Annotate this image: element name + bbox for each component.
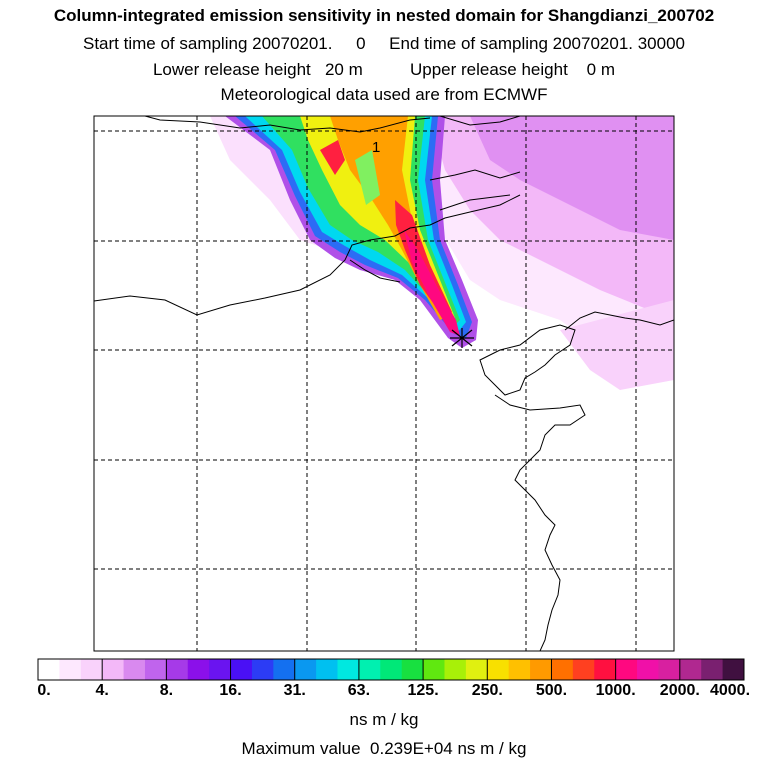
- plume-cyan-streak: [355, 150, 380, 205]
- colorbar-cell: [401, 659, 424, 680]
- colorbar-cell: [102, 659, 125, 680]
- release-height-line: Lower release height 20 m Upper release …: [152, 60, 616, 79]
- colorbar-cell: [230, 659, 253, 680]
- colorbar-cell: [294, 659, 317, 680]
- colorbar-cell: [594, 659, 617, 680]
- colorbar-cell: [59, 659, 82, 680]
- maximum-value-text: Maximum value 0.239E+04 ns m / kg: [241, 739, 527, 758]
- plume-red-spot: [320, 140, 345, 175]
- colorbar-tick-label: 4000.: [709, 682, 751, 699]
- colorbar-cell: [38, 659, 60, 680]
- colorbar-cell: [166, 659, 189, 680]
- receptor-cross-icon: [450, 328, 474, 348]
- sampling-time-line: Start time of sampling 20070201. 0 End t…: [83, 34, 685, 53]
- colorbar-cell: [658, 659, 681, 680]
- colorbar-cell: [487, 659, 510, 680]
- colorbar-cell: [144, 659, 167, 680]
- colorbar-tick-label: 63.: [347, 682, 371, 699]
- colorbar-cell: [722, 659, 745, 680]
- colorbar-tick-label: 16.: [219, 682, 242, 699]
- colorbar-cell: [337, 659, 360, 680]
- colorbar-tick-label: 1000.: [595, 682, 636, 699]
- plot-title: Column-integrated emission sensitivity i…: [53, 6, 715, 25]
- colorbar-cell: [251, 659, 274, 680]
- met-data-line: Meteorological data used are from ECMWF: [220, 85, 548, 104]
- colorbar-cell: [508, 659, 531, 680]
- colorbar-cell: [572, 659, 595, 680]
- colorbar-cell: [358, 659, 381, 680]
- sensitivity-field-mid: [470, 116, 674, 240]
- colorbar-tick-label: 500.: [535, 682, 568, 699]
- colorbar-cell: [679, 659, 702, 680]
- colorbar-cell: [530, 659, 552, 680]
- colorbar-cell: [273, 659, 296, 680]
- colorbar-cell: [701, 659, 724, 680]
- contour-label: 1: [372, 139, 380, 156]
- lat-lon-grid: [94, 116, 674, 651]
- colorbar-cell: [80, 659, 103, 680]
- colorbar-cell: [465, 659, 488, 680]
- colorbar-cell: [123, 659, 146, 680]
- colorbar-tick-label: 250.: [471, 682, 503, 699]
- colorbar-tick-label: 4.: [95, 682, 109, 699]
- colorbar-cell: [637, 659, 659, 680]
- sensitivity-field-pink-band: [560, 300, 674, 390]
- map-frame: [93, 115, 675, 652]
- colorbar-cell: [380, 659, 403, 680]
- colorbar-cell: [209, 659, 232, 680]
- colorbar-cell: [316, 659, 339, 680]
- colorbar-cell: [551, 659, 574, 680]
- colorbar-cell: [423, 659, 445, 680]
- coastlines: [94, 116, 674, 651]
- colorbar-cell: [615, 659, 638, 680]
- colorbar-units: ns m / kg: [349, 710, 419, 729]
- colorbar-tick-label: 125.: [407, 682, 439, 699]
- colorbar-tick-label: 2000.: [659, 682, 700, 699]
- colorbar-cell: [444, 659, 467, 680]
- colorbar-tick-label: 0.: [37, 682, 51, 699]
- colorbar-tick-label: 31.: [283, 682, 306, 699]
- colorbar-cell: [187, 659, 210, 680]
- plume-magenta-core: [404, 230, 460, 336]
- colorbar-tick-label: 8.: [159, 682, 174, 699]
- sensitivity-field-faint-west: [210, 116, 330, 250]
